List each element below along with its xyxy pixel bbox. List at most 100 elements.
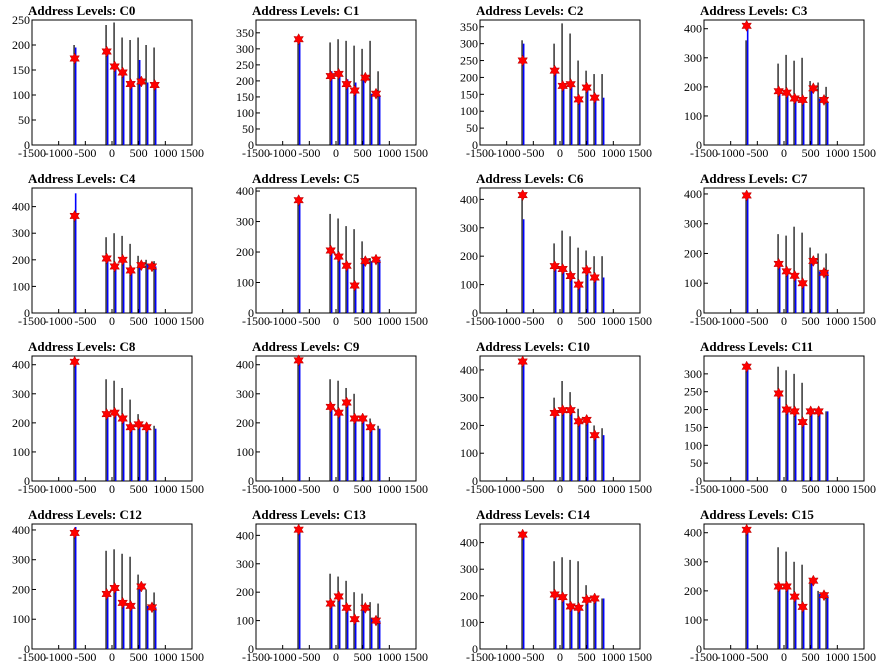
histogram-bar-blue	[378, 620, 381, 649]
peak-marker-star	[136, 259, 147, 272]
histogram-bar-blue	[378, 95, 381, 145]
y-tick-label: 400	[460, 363, 478, 377]
histogram-bar-blue	[578, 97, 581, 145]
x-tick-label: 500	[802, 314, 820, 328]
histogram-bar-blue	[298, 42, 301, 145]
x-tick-label: 1500	[404, 314, 428, 328]
histogram-bar-blue	[778, 89, 781, 145]
x-tick-label: -500	[298, 146, 320, 160]
histogram-bar-black	[585, 70, 587, 145]
peak-marker-star	[101, 587, 112, 600]
plot-frame	[255, 19, 417, 146]
y-tick-label: 200	[12, 253, 30, 267]
histogram-bar-blue	[818, 593, 821, 649]
peak-marker-star	[293, 194, 304, 207]
x-tick-label: -1000	[45, 482, 73, 496]
plot-frame	[479, 523, 641, 650]
x-tick-label: 0	[333, 314, 339, 328]
peak-marker-star	[581, 413, 592, 426]
peak-marker-star	[109, 581, 120, 595]
y-tick-label: 300	[236, 215, 254, 229]
x-tick-label: 0	[109, 146, 115, 160]
histogram-bar-black	[593, 74, 595, 145]
x-tick-label: -1000	[717, 146, 745, 160]
chart-title: Address Levels: C0	[28, 3, 136, 18]
histogram-bar-blue	[602, 598, 605, 649]
peak-marker-star	[341, 259, 352, 272]
peak-marker-star	[333, 406, 344, 419]
chart-title: Address Levels: C5	[252, 171, 360, 186]
histogram-bar-blue	[346, 265, 349, 313]
histogram-bar-blue	[330, 248, 333, 313]
histogram-bar-blue	[826, 101, 829, 145]
x-tick-label: -1500	[18, 314, 46, 328]
peak-marker-star	[589, 429, 600, 442]
histogram-bar-black	[73, 529, 75, 649]
histogram-bar-black	[353, 393, 355, 481]
peak-marker-star	[565, 404, 576, 417]
histogram-bar-black	[825, 253, 827, 313]
y-tick-label: 300	[460, 391, 478, 405]
y-tick-label: 0	[472, 306, 478, 320]
histogram-bar-blue	[594, 433, 597, 481]
histogram-bar-blue	[106, 52, 109, 145]
peak-marker-star	[808, 82, 819, 95]
x-tick-label: -1000	[493, 146, 521, 160]
chart-panel: 0 50 100 150 200 250 300 -1500 -1000 -500 0 500 1000…	[672, 336, 896, 504]
x-tick-label: -1000	[269, 146, 297, 160]
x-tick-label: -1500	[242, 146, 270, 160]
y-tick-label: 300	[684, 367, 702, 381]
x-tick-label: -500	[522, 314, 544, 328]
y-tick-label: 400	[12, 200, 30, 214]
histogram-bar-blue	[818, 409, 821, 481]
peak-marker-star	[797, 416, 808, 429]
histogram-bar-black	[297, 531, 299, 649]
histogram-bar-black	[153, 261, 155, 313]
histogram-bar-blue	[826, 595, 829, 649]
histogram-bar-black	[553, 397, 555, 481]
y-tick-label: 0	[248, 138, 254, 152]
histogram-bar-blue	[594, 597, 597, 649]
histogram-bar-black	[113, 380, 115, 481]
histogram-bar-blue	[146, 263, 149, 313]
histogram-bar-black	[345, 40, 347, 146]
y-tick-label: 300	[460, 37, 478, 51]
y-tick-label: 0	[696, 474, 702, 488]
peak-marker-star	[549, 588, 560, 601]
histogram-bar-black	[601, 256, 603, 313]
histogram-bar-blue	[146, 427, 149, 481]
x-tick-label: 1500	[852, 482, 876, 496]
histogram-bar-blue	[378, 428, 381, 481]
histogram-bar-black	[553, 243, 555, 313]
histogram-bar-black	[377, 259, 379, 313]
histogram-bar-blue	[138, 60, 141, 145]
histogram-bar-black	[521, 193, 523, 313]
histogram-bar-black	[369, 258, 371, 313]
histogram-plot: 0 50 100 150 200 250 300 350 -1500-1000 -500 0 500 1…	[460, 19, 652, 160]
histogram-bar-blue	[818, 271, 821, 313]
histogram-bar-black	[817, 590, 819, 649]
peak-marker-star	[781, 86, 792, 99]
x-tick-label: 1500	[628, 650, 652, 664]
x-tick-label: 0	[781, 314, 787, 328]
x-tick-label: 1500	[180, 146, 204, 160]
histogram-bar-black	[137, 255, 139, 313]
histogram-bar-blue	[154, 428, 157, 481]
x-tick-label: 1000	[601, 482, 625, 496]
y-tick-label: 300	[12, 387, 30, 401]
peak-marker-star	[293, 523, 304, 536]
histogram-bar-blue	[810, 259, 813, 313]
histogram-bar-blue	[554, 411, 557, 481]
histogram-plot: 0 50 100 150 200 250 -1500-1000 -500 0 500 1000 150…	[12, 13, 204, 160]
peak-marker-star	[773, 580, 784, 593]
peak-marker-star	[789, 92, 800, 105]
peak-marker-star	[333, 67, 344, 80]
x-tick-label: -1000	[269, 314, 297, 328]
x-tick-label: -1500	[242, 482, 270, 496]
x-tick-label: -1000	[493, 482, 521, 496]
y-tick-label: 100	[460, 446, 478, 460]
chart-panel: 0 100 200 300 400 -1500 -1000 -500 0 500 1000 1500 A…	[672, 168, 896, 336]
y-tick-label: 100	[460, 278, 478, 292]
histogram-plot: 0 100 200 300 400 -1500-1000 -500 0 500 1000 1500	[460, 187, 652, 328]
